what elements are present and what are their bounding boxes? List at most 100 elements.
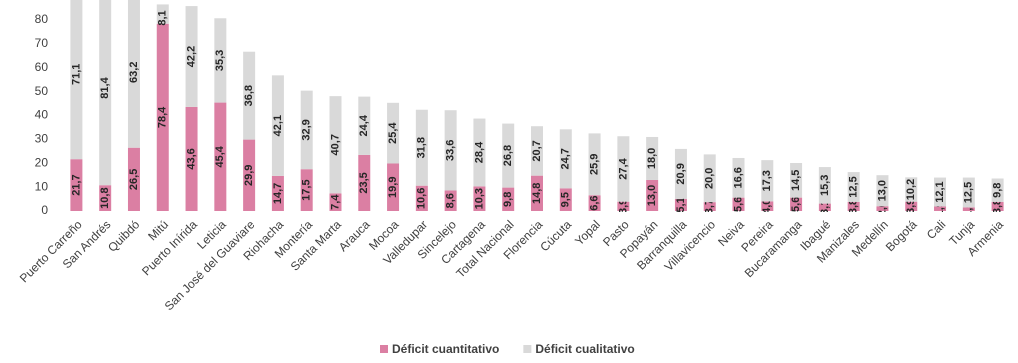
value-label: 63,2 [128,62,140,83]
value-label: 25,4 [387,122,399,144]
value-label: 8,1 [157,10,169,25]
bar-segment [674,198,687,211]
value-label: 21,7 [70,174,82,195]
y-tick-label: 10 [35,179,49,193]
bar-segment [271,75,284,176]
legend-swatch [380,345,388,353]
value-label: 9,5 [560,192,572,207]
bar-segment [156,4,169,24]
value-label: 16,6 [732,167,744,188]
bar-segment [847,172,860,202]
value-label: 3,9 [617,199,629,214]
bar-segment [962,207,975,211]
bar-segment [876,175,889,207]
value-label: 42,1 [272,115,284,136]
bar-segment [559,188,572,211]
value-label: 20,7 [531,140,543,161]
value-label: 12,1 [934,181,946,202]
legend-label: Déficit cuantitativo [392,342,499,356]
value-label: 5,1 [675,197,687,212]
value-label: 4,0 [761,199,773,214]
x-tick-label: Yopal [572,217,603,248]
value-label: 24,4 [358,114,370,136]
value-label: 10,6 [416,188,428,209]
bar-segment [415,185,428,211]
value-label: 7,4 [329,194,341,210]
value-label: 81,4 [99,76,111,98]
bar-segment [243,51,256,140]
x-tick-label: Cúcuta [537,217,574,254]
bar-segment [358,154,371,211]
bar-segment [674,148,687,199]
value-label: 32,9 [301,119,313,140]
bar-segment [185,106,198,211]
value-label: 27,4 [617,157,629,179]
y-tick-label: 60 [35,60,49,74]
value-label: 29,9 [243,165,255,186]
bar-segment [531,126,543,176]
value-label: 25,9 [588,154,600,175]
y-tick-label: 0 [41,203,48,217]
legend-label: Déficit cualitativo [535,342,634,356]
bar-segment [300,169,313,211]
bar-segment [818,167,831,204]
value-label: 17,5 [301,179,313,200]
y-tick-label: 70 [35,36,49,50]
bar-segment [387,163,400,211]
value-label: 26,5 [128,169,140,190]
value-label: 78,4 [157,106,169,128]
value-label: 31,8 [416,137,428,158]
bar-segment [243,139,256,211]
bar-segment [300,90,313,170]
value-label: 33,6 [445,140,457,161]
x-tick-label: Bogotá [883,217,920,254]
bar-segment [559,129,572,189]
value-label: 20,9 [675,163,687,184]
value-label: 40,7 [329,134,341,155]
value-label: 2,0 [876,201,888,216]
value-label: 13,0 [646,185,658,206]
bar-segment [99,0,112,186]
bar-segment [70,159,83,211]
bar-segment [818,203,831,211]
bar-segment [962,177,975,208]
bar-segment [502,123,515,188]
value-label: 3,8 [848,199,860,214]
bar-segment [329,96,342,194]
bar-segment [588,195,601,211]
y-tick-label: 80 [35,12,49,26]
value-label: 15,3 [819,175,831,196]
value-label: 12,5 [848,176,860,197]
bar-segment [847,201,860,211]
bar-segment [790,162,803,198]
value-label: 10,3 [473,188,485,209]
x-tick-label: Arauca [336,217,373,254]
bar-segment [617,136,630,202]
value-label: 13,0 [876,180,888,201]
value-label: 36,8 [243,85,255,106]
value-label: 14,5 [790,170,802,191]
bar-segment [214,18,227,103]
bar-segment [502,187,515,211]
bar-segment [387,102,400,164]
bar-segment [99,185,112,211]
value-label: 71,1 [70,64,82,85]
bar-segment [876,206,889,211]
bar-segment [761,160,774,202]
bar-segment [991,178,1004,202]
bar-segment [473,118,486,187]
bar-segment [732,157,745,198]
x-tick-label: Cali [924,217,949,242]
bar-segment [991,201,1004,211]
bar-segment [732,197,745,211]
value-label: 18,0 [646,148,658,169]
value-label: 1,9 [934,201,946,216]
value-label: 9,8 [992,183,1004,198]
y-tick-label: 40 [35,108,49,122]
bar-segment [703,154,716,203]
value-label: 42,2 [185,46,197,67]
bar-segment [588,133,601,196]
y-tick-label: 20 [35,155,49,169]
bar-segment [934,177,947,207]
bar-segment [617,201,630,211]
